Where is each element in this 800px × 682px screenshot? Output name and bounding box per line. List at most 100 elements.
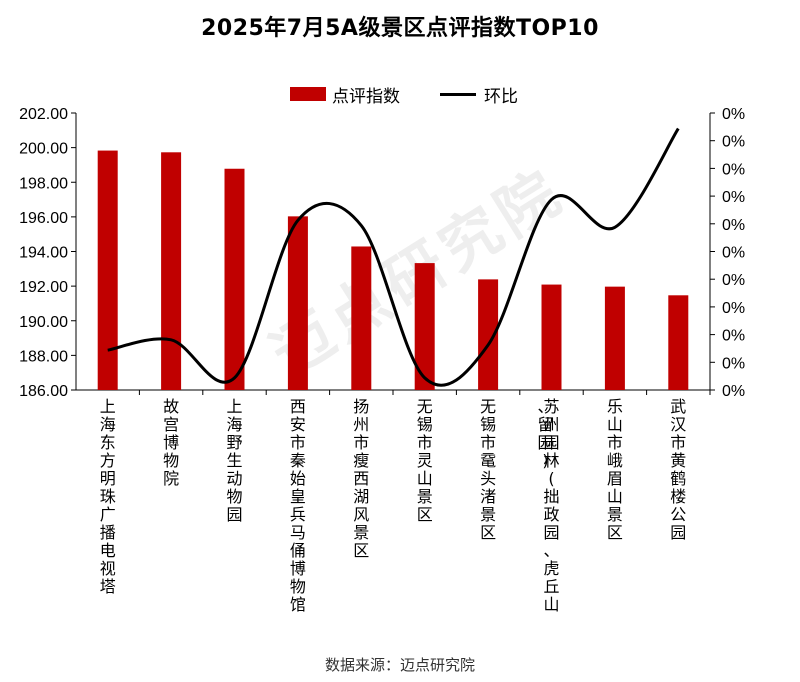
y-left-tick-label: 186.00 — [19, 383, 68, 400]
x-tick-label-char: 园 — [670, 523, 686, 542]
x-tick-label-char: 园 — [537, 433, 553, 452]
x-tick-label-char: 塔 — [100, 577, 116, 596]
x-tick-label-char: 市 — [670, 433, 686, 452]
x-tick-label-char: 馆 — [290, 595, 306, 614]
x-tick-label-char: 灵 — [417, 451, 433, 470]
x-tick-label-char: 楼 — [670, 487, 686, 506]
chart-title: 2025年7月5A级景区点评指数TOP10 — [201, 16, 599, 41]
x-tick-label-char: 生 — [226, 451, 242, 470]
series-line-环比 — [107, 127, 680, 387]
source-note: 数据来源：迈点研究院 — [324, 656, 475, 674]
x-tick-label-char: 动 — [226, 469, 242, 488]
x-tick-label-char: 峨 — [607, 451, 623, 470]
y-right-tick-label: 0% — [722, 134, 745, 151]
x-tick-label-char: 宫 — [163, 415, 179, 434]
x-tick-label-char: 林 — [543, 451, 559, 470]
x-tick-label-char: 园 — [226, 505, 242, 524]
y-right-tick-label: 0% — [722, 300, 745, 317]
x-tick-label-char: 海 — [100, 415, 116, 434]
x-tick-label-char: 山 — [417, 469, 433, 488]
y-left-tick-label: 198.00 — [19, 175, 68, 192]
x-tick-label-char: 无 — [417, 397, 433, 416]
x-tick-label-char: 俑 — [290, 541, 306, 560]
y-left-tick-label: 194.00 — [19, 245, 68, 262]
y-right-tick-label: 0% — [722, 245, 745, 262]
legend-line-swatch — [440, 92, 476, 96]
x-tick-label-char: 区 — [607, 523, 623, 542]
legend-line-label: 环比 — [484, 86, 518, 107]
x-tick-label-char: 博 — [290, 559, 306, 578]
x-tick-label-char: 区 — [417, 505, 433, 524]
x-tick-label-char: 鼋 — [480, 451, 496, 470]
x-tick-label-char: 电 — [100, 541, 116, 560]
x-tick-label-char: 丘 — [543, 577, 559, 596]
legend-bar-swatch — [290, 87, 326, 101]
x-tick-label-char: 播 — [100, 523, 116, 542]
x-tick-label-char: 头 — [480, 469, 496, 488]
x-tick-label-char: 无 — [480, 397, 496, 416]
y-left-tick-label: 196.00 — [19, 210, 68, 227]
x-tick-label-char: 秦 — [290, 451, 306, 470]
bar — [414, 263, 435, 390]
x-tick-label-char: 、 — [543, 541, 559, 560]
x-tick-label-char: 拙 — [543, 487, 559, 506]
x-tick-label-char: ) — [542, 451, 548, 470]
x-tick-label-char: 方 — [100, 451, 116, 470]
y-right-tick-label: 0% — [722, 189, 745, 206]
x-tick-label-char: 马 — [290, 523, 306, 542]
x-tick-label-char: 州 — [543, 415, 559, 434]
bar — [604, 286, 625, 390]
bar — [287, 216, 308, 390]
x-tick-label-char: 上 — [100, 397, 116, 416]
bar — [224, 168, 245, 390]
x-tick-label-char: 市 — [480, 433, 496, 452]
x-tick-label-char: 安 — [290, 415, 306, 434]
x-tick-label-char: 物 — [163, 451, 179, 470]
x-tick-label-char: 西 — [290, 397, 306, 416]
x-tick-label-char: 视 — [100, 559, 116, 578]
y-right-tick-label: 0% — [722, 217, 745, 234]
y-right-tick-label: 0% — [722, 106, 745, 123]
x-tick-label-char: 湖 — [353, 487, 369, 506]
y-left-tick-label: 192.00 — [19, 279, 68, 296]
x-tick-label-char: 山 — [607, 487, 623, 506]
x-tick-label-char: 鹤 — [670, 469, 686, 488]
x-tick-label-char: 区 — [480, 523, 496, 542]
x-tick-label-char: 广 — [100, 505, 116, 524]
bar — [97, 150, 118, 390]
x-tick-label-char: 景 — [480, 505, 496, 524]
x-tick-label-char: 景 — [417, 487, 433, 506]
y-left-tick-label: 202.00 — [19, 106, 68, 123]
x-tick-label-char: 明 — [100, 469, 116, 488]
x-tick-label-char: 兵 — [290, 505, 306, 524]
x-tick-label-char: 武 — [670, 397, 686, 416]
x-tick-label-char: ( — [548, 469, 554, 488]
x-tick-label-char: 市 — [417, 433, 433, 452]
bar — [668, 295, 689, 390]
x-tick-label-char: 眉 — [607, 469, 623, 488]
bar — [478, 279, 499, 390]
x-tick-label-char: 风 — [353, 505, 369, 524]
x-tick-label-char: 公 — [670, 505, 686, 524]
bar — [161, 152, 182, 390]
legend-bar-label: 点评指数 — [332, 86, 400, 107]
x-tick-label-char: 扬 — [353, 397, 369, 416]
x-tick-label-char: 区 — [353, 541, 369, 560]
y-left-tick-label: 190.00 — [19, 314, 68, 331]
x-tick-label-char: 院 — [163, 469, 179, 488]
x-tick-label-char: 瘦 — [353, 451, 369, 470]
x-tick-label-char: 西 — [353, 469, 369, 488]
y-left-tick-label: 200.00 — [19, 141, 68, 158]
x-tick-label-char: 市 — [607, 433, 623, 452]
chart-legend: 点评指数 环比 — [290, 80, 518, 108]
y-left-tick-label: 188.00 — [19, 348, 68, 365]
